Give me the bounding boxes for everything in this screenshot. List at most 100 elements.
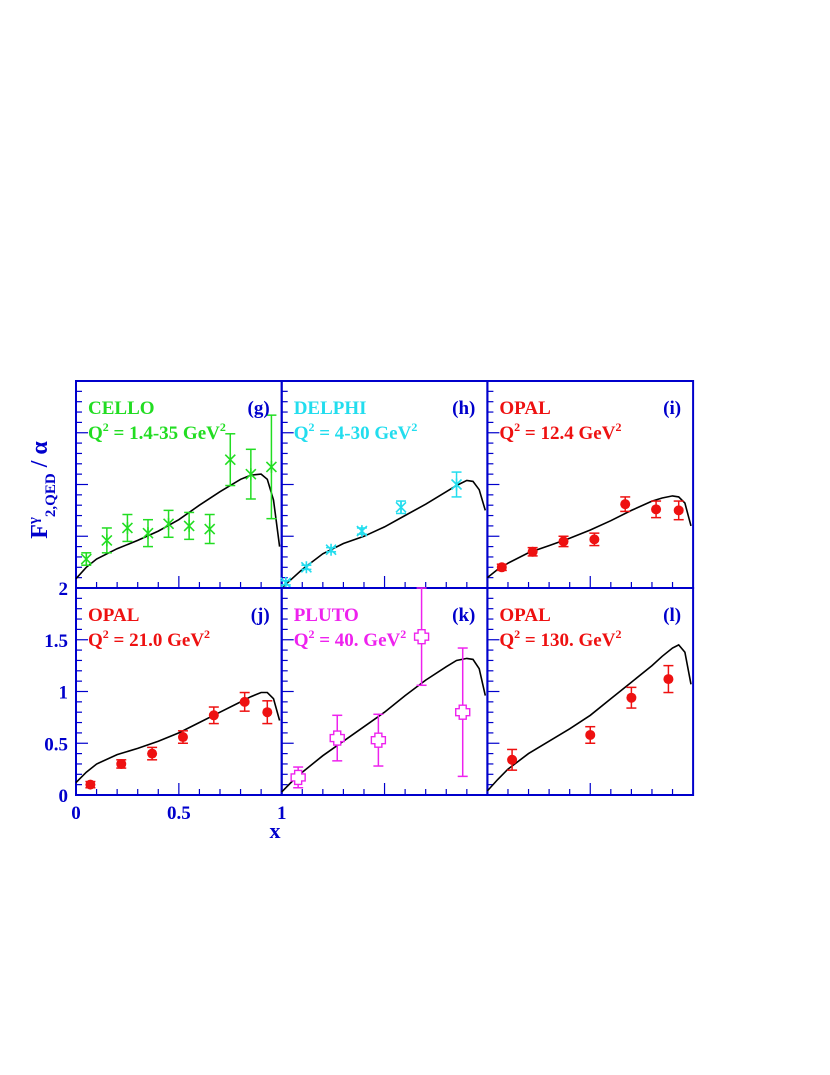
experiment-label: DELPHI <box>294 398 367 419</box>
data-point <box>589 532 600 547</box>
marker-circle <box>85 779 96 790</box>
y-axis-label: Fγ2,QED / α <box>26 441 59 539</box>
q2-label-value: = 40. GeV <box>314 630 400 651</box>
q2-label-q: Q <box>88 630 103 651</box>
experiment-label: OPAL <box>499 605 550 626</box>
y-tick-label: 0 <box>59 786 69 807</box>
marker-open-cross <box>329 730 345 746</box>
q2-label-unit-sup: 2 <box>411 420 417 434</box>
data-point <box>224 433 236 487</box>
data-point <box>204 513 216 545</box>
marker-circle <box>558 536 569 547</box>
marker-circle <box>496 562 507 573</box>
marker-star <box>80 553 92 566</box>
experiment-label: CELLO <box>88 398 155 419</box>
x-axis-label: x <box>270 818 281 843</box>
q2-label: Q2 = 130. GeV2 <box>499 627 621 651</box>
q2-label-unit-sup: 2 <box>204 627 210 641</box>
y-axis-label-main: F <box>27 524 53 539</box>
y-tick-label: 0.5 <box>44 734 68 755</box>
panel-tag: (l) <box>663 605 681 626</box>
q2-label-unit-sup: 2 <box>400 627 406 641</box>
theory-curve <box>75 473 281 580</box>
q2-label: Q2 = 1.4-35 GeV2 <box>88 420 226 444</box>
marker-circle <box>589 534 600 545</box>
marker-star <box>395 501 407 514</box>
marker-circle <box>620 499 631 510</box>
marker-star <box>245 468 257 481</box>
data-point <box>300 561 312 574</box>
theory-curve <box>75 691 281 784</box>
data-point <box>142 518 154 548</box>
marker-star <box>142 527 154 540</box>
data-point <box>395 500 407 515</box>
data-point <box>585 725 596 744</box>
data-point <box>507 748 518 771</box>
marker-circle <box>507 754 518 765</box>
marker-star <box>121 521 133 534</box>
q2-label-q: Q <box>499 423 514 444</box>
marker-star <box>224 453 236 466</box>
data-point <box>450 471 463 498</box>
q2-label-unit-sup: 2 <box>220 420 226 434</box>
marker-star <box>162 517 175 530</box>
data-point <box>265 414 277 520</box>
x-tick-label: 0.5 <box>167 803 191 824</box>
data-point <box>329 714 345 762</box>
marker-circle <box>673 505 684 516</box>
panel-tag: (k) <box>452 605 475 626</box>
marker-open-cross <box>413 628 430 645</box>
q2-label-value: = 21.0 GeV <box>109 630 205 651</box>
q2-label-value: = 12.4 GeV <box>520 423 616 444</box>
data-point <box>370 713 387 767</box>
marker-star <box>325 543 337 556</box>
marker-circle <box>208 710 219 721</box>
q2-label-value: = 1.4-35 GeV <box>109 423 220 444</box>
q2-label-q: Q <box>88 423 103 444</box>
marker-star <box>280 576 292 589</box>
marker-circle <box>116 758 127 769</box>
marker-star <box>450 478 463 491</box>
data-point <box>673 500 684 521</box>
data-point <box>262 700 273 725</box>
panel-tag: (h) <box>452 398 475 419</box>
experiment-label: OPAL <box>499 398 550 419</box>
data-point <box>496 562 507 573</box>
data-point <box>147 746 158 761</box>
data-point <box>239 691 250 712</box>
marker-circle <box>626 692 637 703</box>
q2-label-unit-sup: 2 <box>615 627 621 641</box>
y-tick-label: 2 <box>59 579 69 600</box>
marker-circle <box>147 748 158 759</box>
data-point <box>85 779 96 790</box>
y-axis-label-sub: 2,QED <box>43 473 59 517</box>
q2-label: Q2 = 4-30 GeV2 <box>294 420 418 444</box>
marker-star <box>101 534 113 547</box>
theory-curve <box>486 495 692 579</box>
data-point <box>177 730 188 744</box>
panel-tag: (g) <box>248 398 270 419</box>
panel-tag: (i) <box>663 398 681 419</box>
data-point <box>455 647 471 778</box>
marker-star <box>356 525 368 538</box>
marker-star <box>183 519 195 532</box>
x-tick-label: 0 <box>71 803 81 824</box>
marker-circle <box>663 674 674 685</box>
marker-circle <box>177 732 188 743</box>
q2-label-sup: 2 <box>308 420 314 434</box>
data-point <box>183 511 195 541</box>
q2-label-value: = 4-30 GeV <box>314 423 411 444</box>
q2-label: Q2 = 40. GeV2 <box>294 627 407 651</box>
q2-label-unit-sup: 2 <box>615 420 621 434</box>
q2-label-sup: 2 <box>103 420 109 434</box>
panel-tag: (j) <box>251 605 270 626</box>
marker-star <box>204 523 216 536</box>
data-point <box>245 448 257 500</box>
